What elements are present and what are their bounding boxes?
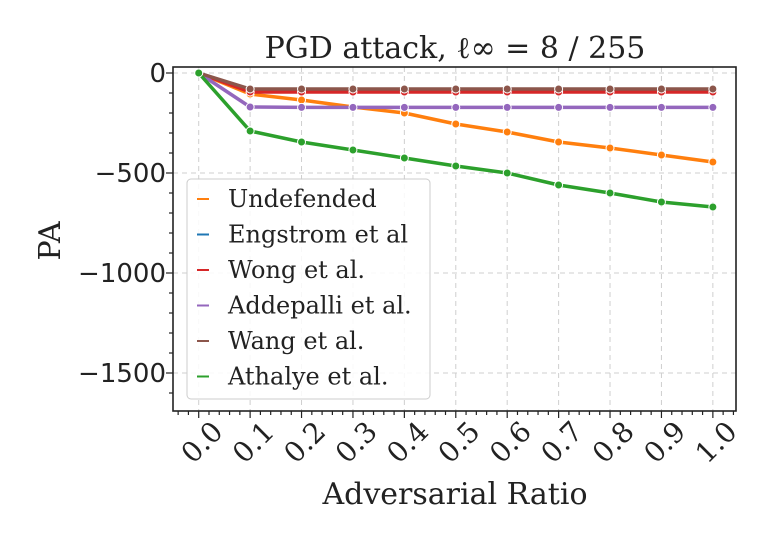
- data-point: [554, 84, 564, 94]
- data-point: [708, 102, 718, 112]
- x-tick-label: 0.5: [432, 415, 487, 470]
- plot-frame: [172, 66, 737, 412]
- data-point: [502, 127, 512, 137]
- x-tick-label: 0.7: [534, 415, 589, 470]
- data-point: [348, 145, 358, 155]
- data-point: [399, 102, 409, 112]
- x-tick-label: 0.3: [329, 415, 384, 470]
- data-point: [605, 143, 615, 153]
- data-point: [708, 84, 718, 94]
- data-point: [605, 102, 615, 112]
- data-point: [708, 202, 718, 212]
- legend-label: Addepalli et al.: [227, 292, 412, 320]
- x-tick-label: 0.9: [637, 415, 692, 470]
- data-point: [245, 102, 255, 112]
- data-point: [348, 84, 358, 94]
- data-point: [554, 180, 564, 190]
- legend: Undefended Engstrom et al Wong et al. Addep…: [186, 178, 431, 400]
- x-tick-label: 0.8: [586, 415, 641, 470]
- y-axis: 0 −500 −1000 −1500: [78, 59, 173, 394]
- x-axis: 0.00.10.20.30.40.50.60.70.80.91.0: [175, 411, 744, 470]
- data-point: [605, 84, 615, 94]
- data-point: [605, 188, 615, 198]
- y-tick-label: −500: [95, 159, 166, 189]
- data-point: [656, 102, 666, 112]
- data-point: [656, 84, 666, 94]
- x-axis-label: Adversarial Ratio: [321, 477, 587, 512]
- data-point: [245, 126, 255, 136]
- data-point: [656, 150, 666, 160]
- x-tick-label: 0.0: [175, 415, 230, 470]
- y-tick-label: 0: [149, 59, 166, 89]
- data-point: [297, 95, 307, 105]
- x-tick-label: 0.1: [226, 415, 281, 470]
- legend-label: Undefended: [228, 185, 377, 213]
- y-tick-label: −1500: [78, 359, 166, 389]
- x-tick-label: 0.4: [380, 415, 435, 470]
- data-point: [502, 84, 512, 94]
- legend-label: Athalye et al.: [227, 363, 388, 391]
- data-point: [245, 84, 255, 94]
- data-point: [297, 102, 307, 112]
- x-tick-label: 0.2: [277, 415, 332, 470]
- data-point: [399, 153, 409, 163]
- legend-label: Wang et al.: [228, 327, 364, 355]
- data-point: [297, 84, 307, 94]
- data-point: [502, 102, 512, 112]
- data-point: [194, 68, 204, 78]
- data-point: [348, 102, 358, 112]
- y-tick-label: −1000: [78, 259, 166, 289]
- data-point: [554, 137, 564, 147]
- legend-label: Engstrom et al: [228, 221, 408, 249]
- data-point: [554, 102, 564, 112]
- data-point: [451, 161, 461, 171]
- data-point: [451, 84, 461, 94]
- data-point: [656, 197, 666, 207]
- x-tick-label: 1.0: [689, 415, 744, 470]
- data-point: [451, 119, 461, 129]
- y-axis-label: PA: [33, 221, 68, 260]
- legend-label: Wong et al.: [228, 256, 365, 284]
- legend-box: [186, 178, 431, 400]
- data-point: [502, 168, 512, 178]
- x-tick-label: 0.6: [483, 415, 538, 470]
- data-point: [399, 84, 409, 94]
- data-point: [297, 137, 307, 147]
- chart-title: PGD attack, ℓ∞ = 8 / 255: [265, 31, 646, 66]
- data-point: [708, 157, 718, 167]
- series-layer: [194, 68, 718, 212]
- data-point: [451, 102, 461, 112]
